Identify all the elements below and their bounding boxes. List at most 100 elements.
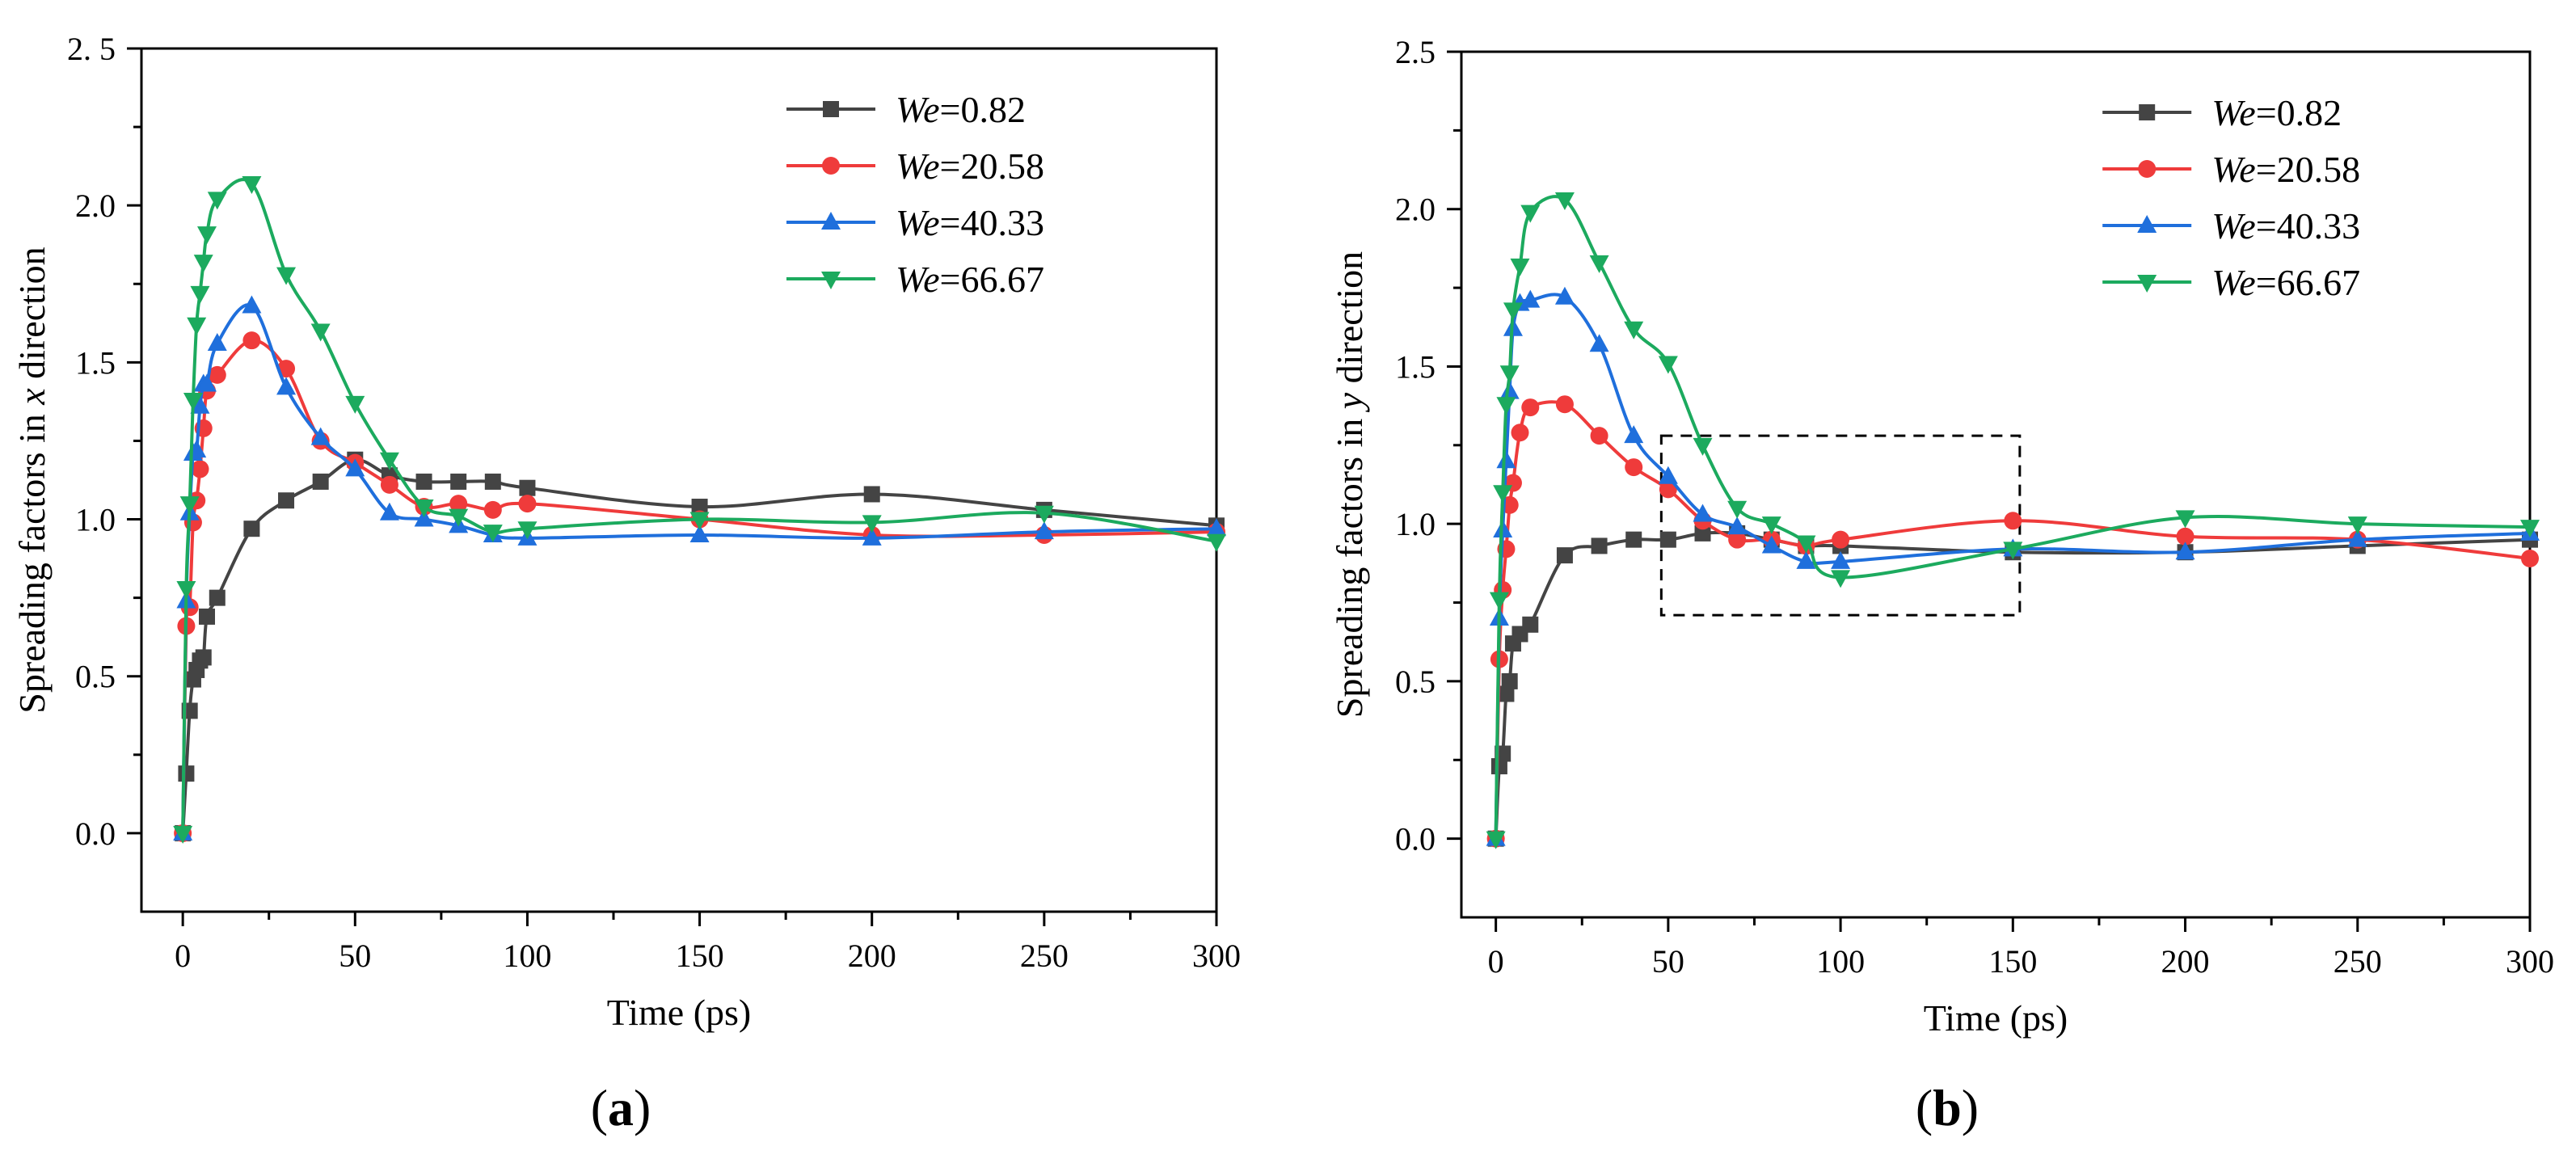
data-point xyxy=(1625,531,1642,548)
legend-entry-value: =20.58 xyxy=(940,145,1044,187)
series-line xyxy=(181,303,1217,833)
legend-entry: We=20.58 xyxy=(896,145,1044,187)
y-tick-label: 1.5 xyxy=(75,344,116,381)
data-point xyxy=(483,525,503,543)
data-point xyxy=(312,473,329,490)
x-tick-label: 300 xyxy=(2506,943,2554,980)
panel-label-letter: a xyxy=(608,1079,634,1136)
data-point xyxy=(173,825,193,844)
data-point xyxy=(518,495,537,513)
data-point xyxy=(1554,192,1575,211)
series-4 xyxy=(1486,192,2540,849)
x-tick-label: 0 xyxy=(1488,943,1504,980)
data-point xyxy=(2175,542,2195,560)
legend-entry: We=0.82 xyxy=(896,89,1026,130)
y-tick-label: 2.0 xyxy=(1395,192,1436,228)
data-point xyxy=(1761,516,1781,535)
x-tick-label: 50 xyxy=(339,938,371,974)
data-point xyxy=(1489,592,1509,610)
series-1 xyxy=(175,451,1225,841)
y-axis-title-part: Spreading factors in xyxy=(1329,409,1370,718)
data-point xyxy=(380,475,398,494)
y-axis-title-part: direction xyxy=(11,247,53,388)
legend-swatch-marker xyxy=(2137,275,2157,293)
panel-label-open: ( xyxy=(1916,1079,1933,1136)
legend-entry-prefix: We xyxy=(896,202,940,243)
data-point xyxy=(1207,533,1226,552)
series-3 xyxy=(173,295,1226,841)
data-point xyxy=(209,589,226,606)
x-tick-label: 100 xyxy=(503,938,551,974)
data-point xyxy=(191,460,209,478)
legend-entry-value: =20.58 xyxy=(2256,149,2360,190)
plot-frame xyxy=(140,47,1218,913)
legend-entry-prefix: We xyxy=(2211,205,2256,247)
data-point xyxy=(179,496,200,515)
data-point xyxy=(198,608,215,625)
series-line xyxy=(1494,530,2531,839)
data-point xyxy=(449,495,468,513)
data-point xyxy=(1727,500,1748,519)
y-tick-label: 2.0 xyxy=(75,188,116,224)
data-point xyxy=(183,392,203,411)
data-point xyxy=(2347,516,2367,535)
legend-entry-value: =0.82 xyxy=(2256,92,2342,133)
legend-swatch-marker xyxy=(2138,160,2157,178)
y-axis-title-part: direction xyxy=(1329,251,1370,393)
data-point xyxy=(1625,458,1643,477)
y-axis-title-part: x xyxy=(11,388,53,406)
legend-swatch-marker xyxy=(821,212,841,230)
legend-entry-value: =66.67 xyxy=(940,259,1044,300)
data-point xyxy=(1831,550,1851,569)
x-tick-label: 250 xyxy=(2334,943,2382,980)
data-point xyxy=(243,520,260,537)
data-point xyxy=(208,365,226,384)
legend-entry-prefix: We xyxy=(2211,149,2256,190)
data-point xyxy=(2175,510,2195,529)
data-point xyxy=(1659,480,1677,499)
legend-swatch-marker xyxy=(2137,215,2157,233)
data-point xyxy=(193,255,213,273)
x-tick-label: 150 xyxy=(676,938,724,974)
data-point xyxy=(190,285,210,304)
data-point xyxy=(2521,550,2539,568)
x-tick-label: 250 xyxy=(1020,938,1069,974)
data-point xyxy=(1520,289,1541,308)
data-point xyxy=(1499,365,1520,384)
legend-entry: We=40.33 xyxy=(896,202,1044,243)
data-point xyxy=(310,427,331,445)
x-tick-label: 300 xyxy=(1192,938,1241,974)
data-point xyxy=(276,267,297,285)
y-tick-label: 1.0 xyxy=(1395,506,1436,542)
data-point xyxy=(242,175,262,194)
chart-panel-b: 0 50 100 150 200 250 300 0.0 0.5 1.0 1.5 2.0 2.5 Time… xyxy=(1329,34,2554,1136)
data-point xyxy=(310,323,331,342)
data-point xyxy=(242,331,261,350)
data-point xyxy=(1496,450,1516,469)
y-tick-label: 1.0 xyxy=(75,502,116,538)
data-point xyxy=(1728,530,1747,549)
y-axis-title-part: Spreading factors in xyxy=(11,405,53,714)
data-point xyxy=(483,500,502,519)
data-point xyxy=(689,524,710,542)
data-point xyxy=(1589,255,1609,273)
data-point xyxy=(2347,529,2367,547)
data-point xyxy=(1624,321,1644,339)
data-point xyxy=(1693,437,1713,456)
data-point xyxy=(1510,258,1530,276)
legend-entry: We=20.58 xyxy=(2211,149,2360,190)
data-point xyxy=(1832,530,1850,549)
data-point xyxy=(1761,535,1781,554)
y-tick-label: 0.5 xyxy=(75,659,116,695)
data-point xyxy=(196,373,217,392)
data-point xyxy=(1499,381,1520,399)
data-point xyxy=(414,499,434,518)
series-2 xyxy=(1486,395,2539,848)
data-point xyxy=(345,395,365,414)
data-point xyxy=(1554,286,1575,305)
data-point xyxy=(1796,550,1816,569)
legend-swatch-marker xyxy=(2139,104,2156,120)
data-point xyxy=(1555,395,1574,414)
data-point xyxy=(207,192,227,210)
